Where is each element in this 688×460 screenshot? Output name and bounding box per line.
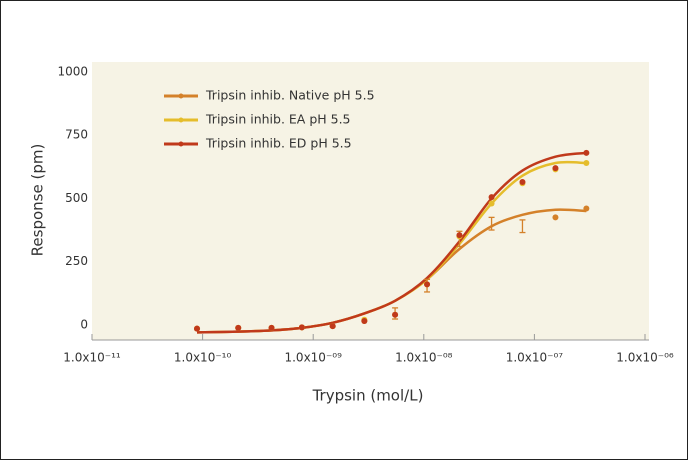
plot-background	[92, 62, 649, 340]
y-tick-label: 1000	[57, 65, 88, 79]
data-point	[298, 324, 305, 331]
data-point	[392, 311, 399, 318]
error-bar	[519, 219, 526, 234]
data-point	[235, 324, 242, 331]
x-tick-label: 1.0x10⁻⁰⁷	[506, 351, 564, 365]
legend-dot	[178, 93, 184, 99]
x-tick-label: 1.0x10⁻⁰⁸	[395, 351, 453, 365]
x-tick-label: 1.0x10⁻⁰⁹	[284, 351, 342, 365]
x-tick-label: 1.0x10⁻¹⁰	[174, 351, 232, 365]
data-point	[488, 200, 495, 207]
data-point	[583, 149, 590, 156]
data-point	[552, 165, 559, 172]
x-axis-title: Trypsin (mol/L)	[312, 387, 424, 405]
data-point	[583, 205, 590, 212]
data-point	[488, 194, 495, 201]
data-point	[194, 325, 201, 332]
y-tick-label: 0	[80, 317, 88, 331]
y-tick-label: 500	[65, 191, 88, 205]
y-tick-label: 750	[65, 128, 88, 142]
data-point	[268, 324, 275, 331]
legend-dot	[178, 117, 184, 123]
data-point	[552, 214, 559, 221]
y-axis-title: Response (pm)	[29, 144, 47, 257]
data-point	[424, 281, 431, 288]
legend-dot	[178, 141, 184, 147]
y-tick-label: 250	[65, 254, 88, 268]
legend-label: Tripsin inhib. ED pH 5.5	[205, 136, 352, 151]
x-tick-label: 1.0x10⁻¹¹	[63, 351, 121, 365]
legend-label: Tripsin inhib. Native pH 5.5	[205, 88, 375, 103]
legend-label: Tripsin inhib. EA pH 5.5	[205, 112, 351, 127]
data-point	[361, 318, 368, 325]
error-bar	[488, 216, 495, 231]
data-point	[583, 160, 590, 167]
data-point	[519, 178, 526, 185]
data-point	[456, 232, 463, 239]
x-tick-label: 1.0x10⁻⁰⁶	[616, 351, 674, 365]
data-point	[329, 323, 336, 330]
